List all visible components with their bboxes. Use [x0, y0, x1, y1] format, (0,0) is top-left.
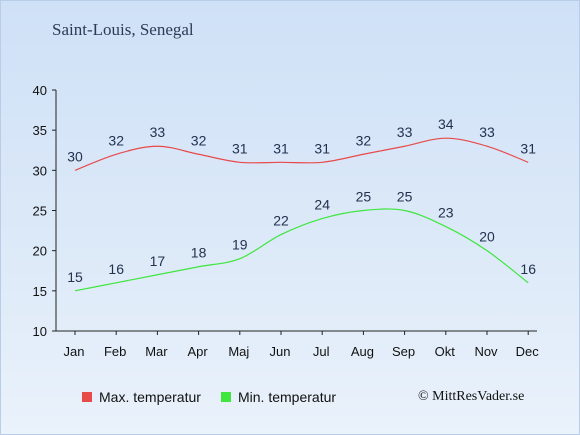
- legend-label-max: Max. temperatur: [99, 389, 201, 405]
- y-tick-label: 40: [33, 83, 47, 98]
- data-label-max: 31: [520, 140, 536, 156]
- data-label-min: 19: [232, 237, 248, 253]
- legend-item-min: Min. temperatur: [221, 389, 336, 405]
- data-label-max: 32: [191, 132, 207, 148]
- data-label-min: 18: [191, 245, 207, 261]
- legend-swatch-min: [221, 392, 231, 402]
- x-tick-label: Jul: [313, 344, 330, 359]
- series-line-max: [74, 137, 529, 171]
- data-label-max: 32: [108, 132, 124, 148]
- data-label-max: 31: [232, 140, 248, 156]
- data-label-max: 33: [150, 124, 166, 140]
- y-tick-label: 30: [33, 163, 47, 178]
- x-tick-label: Okt: [435, 344, 456, 359]
- x-tick-label: Sep: [392, 344, 415, 359]
- data-label-max: 32: [356, 132, 372, 148]
- x-tick-label: Feb: [104, 344, 126, 359]
- data-label-min: 20: [479, 229, 495, 245]
- data-label-max: 33: [479, 124, 495, 140]
- data-label-min: 25: [397, 189, 413, 205]
- x-tick-label: Dec: [516, 344, 540, 359]
- data-label-max: 31: [314, 140, 330, 156]
- y-tick-label: 25: [33, 204, 47, 219]
- y-tick-label: 15: [33, 284, 47, 299]
- x-tick-label: Aug: [351, 344, 374, 359]
- data-label-min: 16: [520, 261, 536, 277]
- data-label-max: 31: [273, 140, 289, 156]
- x-tick-label: Nov: [474, 344, 498, 359]
- data-label-min: 22: [273, 213, 289, 229]
- data-label-max: 33: [397, 124, 413, 140]
- data-label-min: 23: [438, 205, 454, 221]
- y-tick-label: 35: [33, 123, 47, 138]
- data-label-min: 24: [314, 197, 330, 213]
- y-tick-label: 20: [33, 244, 47, 259]
- x-tick-label: Jun: [270, 344, 291, 359]
- y-tick-label: 10: [33, 324, 47, 339]
- data-label-max: 30: [67, 148, 83, 164]
- x-tick-label: Apr: [187, 344, 208, 359]
- legend-item-max: Max. temperatur: [82, 389, 201, 405]
- chart-title: Saint-Louis, Senegal: [52, 20, 194, 39]
- legend-swatch-max: [82, 392, 92, 402]
- x-tick-label: Maj: [228, 344, 249, 359]
- x-tick-label: Mar: [145, 344, 168, 359]
- data-label-max: 34: [438, 116, 454, 132]
- data-label-min: 17: [150, 253, 166, 269]
- data-label-min: 16: [108, 261, 124, 277]
- series-line-min: [74, 208, 529, 292]
- x-tick-label: Jan: [64, 344, 85, 359]
- credit-text: © MittResVader.se: [418, 389, 525, 404]
- data-label-min: 25: [356, 189, 372, 205]
- data-label-min: 15: [67, 269, 83, 285]
- legend-label-min: Min. temperatur: [238, 389, 337, 405]
